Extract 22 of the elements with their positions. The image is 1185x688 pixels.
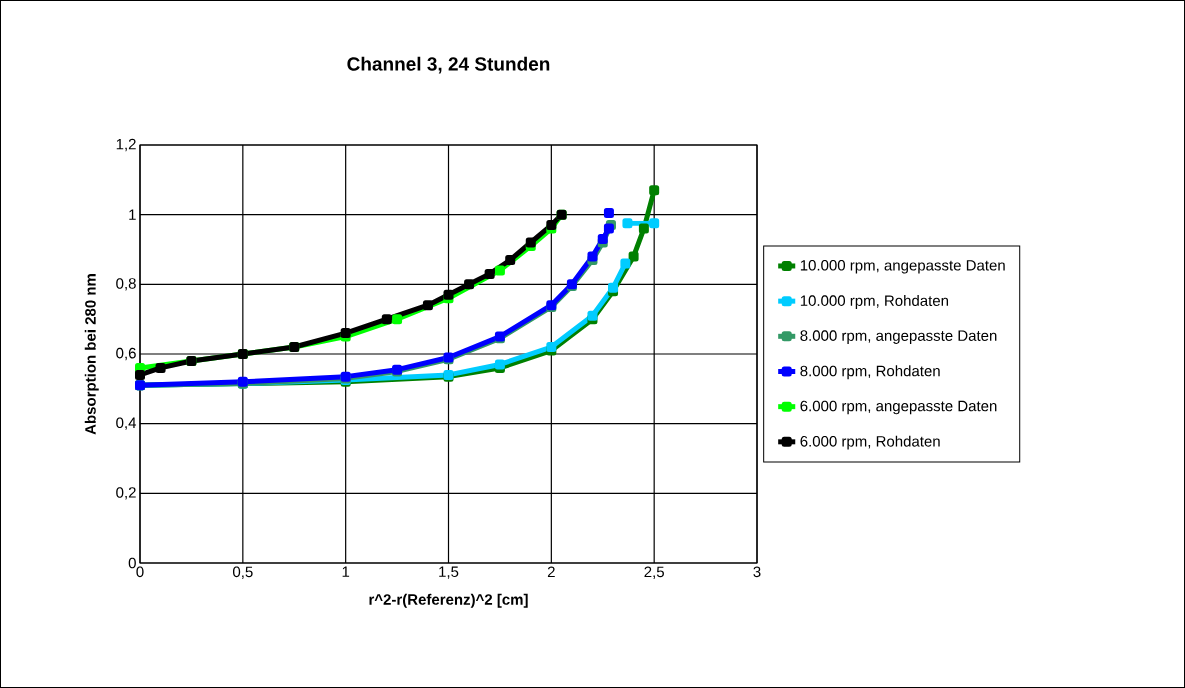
legend-label: 6.000 rpm, Rohdaten	[800, 435, 940, 450]
legend-label: 6.000 rpm, angepasste Daten	[800, 400, 997, 415]
y-tick-label: 0,6	[116, 347, 136, 361]
x-tick-label: 3	[753, 566, 761, 578]
legend-label: 8.000 rpm, Rohdaten	[800, 365, 940, 380]
y-tick-label: 0	[128, 557, 136, 569]
chart-title: Channel 3, 24 Stunden	[347, 56, 550, 74]
x-tick-label: 1	[342, 566, 350, 577]
x-tick-label: 2	[547, 566, 555, 578]
x-axis-title: r^2-r(Referenz)^2 [cm]	[369, 593, 528, 608]
y-tick-label: 1	[129, 209, 136, 220]
y-tick-label: 0,8	[116, 278, 136, 291]
y-tick-label: 0,4	[116, 417, 137, 430]
legend-label: 10.000 rpm, angepasste Daten	[800, 259, 1005, 274]
legend-label: 10.000 rpm, Rohdaten	[800, 294, 949, 309]
y-tick-label: 0,2	[116, 487, 136, 500]
x-tick-label: 2,5	[644, 566, 664, 579]
y-axis-title: Absorption bei 280 nm	[84, 274, 99, 435]
x-tick-label: 1,5	[439, 566, 459, 579]
x-tick-label: 0,5	[232, 566, 253, 579]
y-tick-label: 1,2	[116, 138, 136, 152]
legend-label: 8.000 rpm, angepasste Daten	[800, 330, 997, 344]
